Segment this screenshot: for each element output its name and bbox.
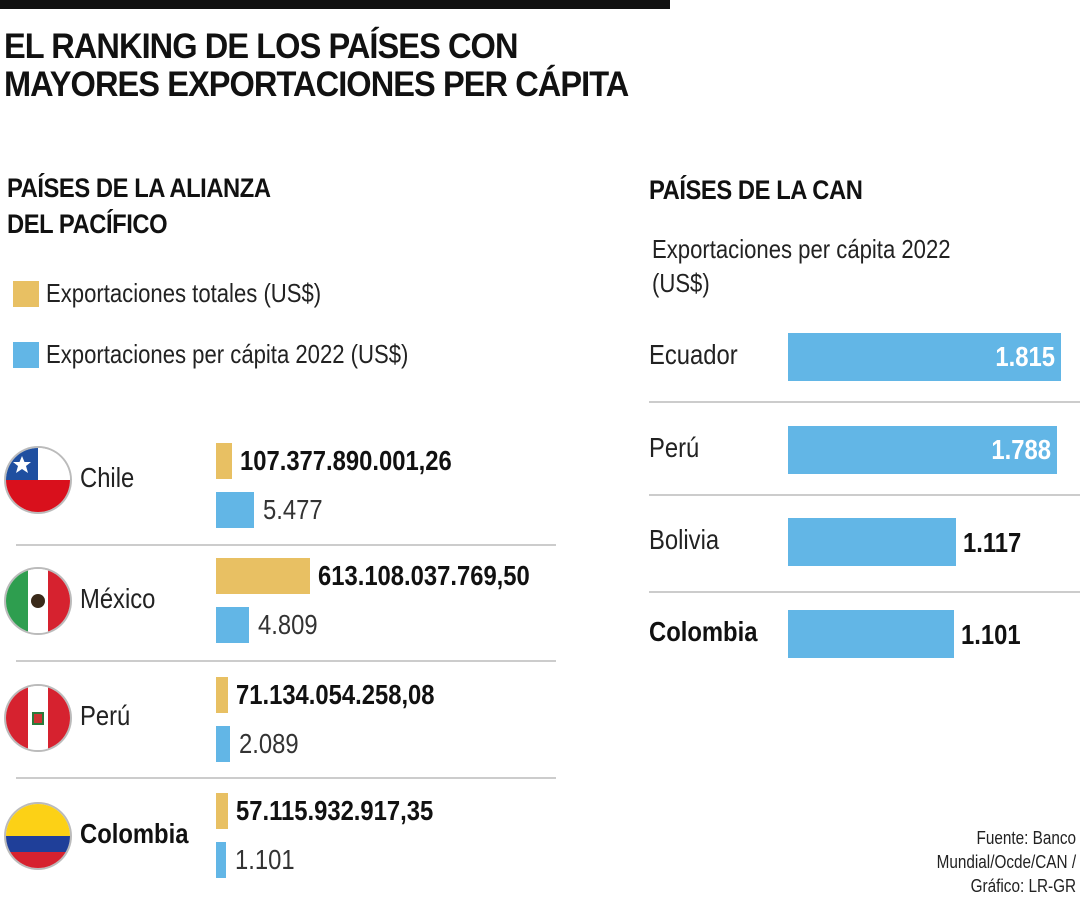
can-bar bbox=[788, 426, 1057, 474]
colombia-flag-icon bbox=[6, 804, 70, 868]
country-label: México bbox=[80, 583, 156, 614]
can-country-label: Perú bbox=[649, 432, 700, 463]
row-divider bbox=[16, 777, 556, 779]
can-bar bbox=[788, 333, 1061, 381]
value-total: 613.108.037.769,50 bbox=[318, 560, 530, 591]
peru-flag-icon bbox=[6, 686, 70, 750]
title-line-2: MAYORES EXPORTACIONES PER CÁPITA bbox=[4, 65, 629, 104]
alianza-title-line-1: PAÍSES DE LA ALIANZA bbox=[7, 173, 271, 203]
can-value: 1.117 bbox=[963, 527, 1022, 558]
value-total: 107.377.890.001,26 bbox=[240, 445, 453, 476]
value-per-capita: 1.101 bbox=[235, 844, 295, 875]
can-country-label: Colombia bbox=[649, 616, 758, 647]
legend-swatch-per-capita bbox=[13, 342, 39, 368]
value-per-capita: 5.477 bbox=[263, 494, 323, 525]
can-title: PAÍSES DE LA CAN bbox=[649, 175, 863, 205]
top-rule bbox=[0, 0, 670, 9]
can-value: 1.788 bbox=[991, 434, 1051, 465]
bar-total bbox=[216, 443, 233, 479]
bar-per-capita bbox=[216, 842, 226, 878]
country-label: Perú bbox=[80, 700, 131, 731]
value-per-capita: 2.089 bbox=[239, 728, 300, 759]
bar-per-capita bbox=[216, 492, 254, 528]
bar-total bbox=[216, 677, 228, 713]
source-line-1: Fuente: Banco bbox=[976, 828, 1076, 848]
alianza-title-line-2: DEL PACÍFICO bbox=[7, 209, 168, 239]
can-subtitle: Exportaciones per cápita 2022 (US$) bbox=[652, 232, 951, 300]
bar-per-capita bbox=[216, 726, 231, 762]
can-bar bbox=[788, 518, 956, 566]
can-country-label: Ecuador bbox=[649, 339, 738, 370]
value-total: 57.115.932.917,35 bbox=[236, 795, 434, 826]
bar-total bbox=[216, 558, 310, 594]
can-row-divider bbox=[649, 591, 1080, 593]
title-line-1: EL RANKING DE LOS PAÍSES CON bbox=[4, 27, 518, 66]
country-label: Chile bbox=[80, 462, 135, 493]
source-line-2: Mundial/Ocde/CAN / bbox=[936, 852, 1076, 872]
mexico-flag-icon bbox=[6, 569, 70, 633]
bar-per-capita bbox=[216, 607, 250, 643]
can-subtitle-line-2: (US$) bbox=[652, 268, 710, 298]
can-row-divider bbox=[649, 494, 1080, 496]
country-label: Colombia bbox=[80, 818, 189, 849]
row-divider bbox=[16, 660, 556, 662]
bar-total bbox=[216, 793, 228, 829]
source-note: Fuente: Banco Mundial/Ocde/CAN / Gráfico… bbox=[937, 826, 1076, 898]
legend-swatch-total bbox=[13, 281, 39, 307]
legend-label-total: Exportaciones totales (US$) bbox=[46, 278, 322, 308]
can-value: 1.815 bbox=[995, 341, 1055, 372]
can-row-divider bbox=[649, 401, 1080, 403]
source-line-3: Gráfico: LR-GR bbox=[970, 876, 1076, 896]
row-divider bbox=[16, 544, 556, 546]
value-total: 71.134.054.258,08 bbox=[236, 679, 435, 710]
legend-label-per-capita: Exportaciones per cápita 2022 (US$) bbox=[46, 339, 409, 369]
page-title: EL RANKING DE LOS PAÍSES CON MAYORES EXP… bbox=[4, 27, 629, 104]
value-per-capita: 4.809 bbox=[258, 609, 318, 640]
can-subtitle-line-1: Exportaciones per cápita 2022 bbox=[652, 234, 951, 264]
alianza-title: PAÍSES DE LA ALIANZA DEL PACÍFICO bbox=[7, 170, 271, 242]
can-bar bbox=[788, 610, 954, 658]
chile-flag-icon bbox=[6, 448, 70, 512]
can-country-label: Bolivia bbox=[649, 524, 720, 555]
can-value: 1.101 bbox=[960, 619, 1021, 650]
